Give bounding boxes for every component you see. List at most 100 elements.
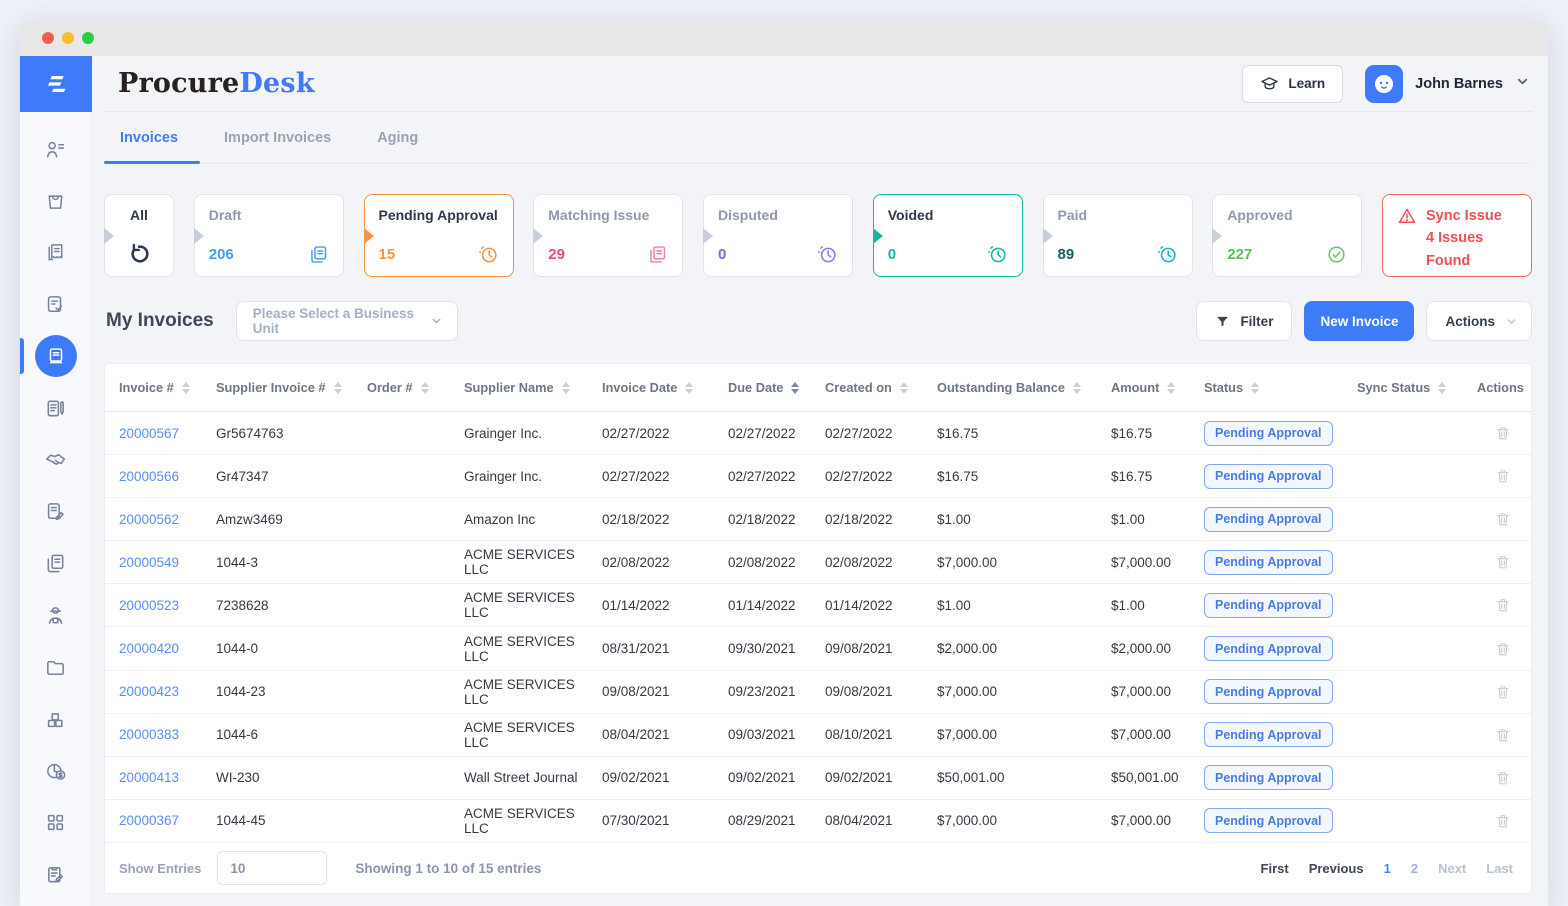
card-arrow-icon: [873, 228, 883, 244]
sidebar-item-users[interactable]: [20, 126, 92, 172]
sidebar-item-documents[interactable]: [20, 541, 92, 587]
column-header-supplier-name[interactable]: Supplier Name: [464, 380, 602, 395]
sidebar-item-receiving[interactable]: [20, 593, 92, 639]
new-invoice-button[interactable]: New Invoice: [1304, 301, 1414, 341]
warning-icon: [1397, 206, 1417, 226]
status-card-paid[interactable]: Paid89: [1043, 194, 1193, 277]
cell-supplier-name: ACME SERVICES LLC: [464, 806, 602, 836]
status-card-count: 0: [718, 246, 726, 263]
invoice-link[interactable]: 20000567: [119, 426, 179, 441]
page-1[interactable]: 1: [1384, 861, 1391, 876]
sidebar-item-approvals[interactable]: [20, 282, 92, 328]
cell-amount: $16.75: [1111, 426, 1204, 441]
sidebar-item-requisitions[interactable]: [20, 489, 92, 535]
column-header-due-date[interactable]: Due Date: [728, 380, 825, 395]
column-header-status[interactable]: Status: [1204, 380, 1357, 395]
learn-button[interactable]: Learn: [1242, 65, 1343, 103]
close-button[interactable]: [42, 32, 54, 44]
page-first[interactable]: First: [1261, 861, 1289, 876]
page-next[interactable]: Next: [1438, 861, 1466, 876]
invoice-link[interactable]: 20000367: [119, 813, 179, 828]
filter-button[interactable]: Filter: [1196, 301, 1292, 341]
delete-invoice-button[interactable]: [1491, 723, 1515, 747]
minimize-button[interactable]: [62, 32, 74, 44]
invoice-link[interactable]: 20000423: [119, 684, 179, 699]
invoice-link[interactable]: 20000420: [119, 641, 179, 656]
column-header-order[interactable]: Order #: [367, 380, 464, 395]
column-header-invoice-date[interactable]: Invoice Date: [602, 380, 728, 395]
status-card-pending-approval[interactable]: Pending Approval 15: [364, 194, 514, 277]
sidebar-item-receipts[interactable]: [20, 230, 92, 276]
cell-amount: $7,000.00: [1111, 684, 1204, 699]
delete-invoice-button[interactable]: [1491, 680, 1515, 704]
cell-created-on: 09/08/2021: [825, 684, 937, 699]
zoom-button[interactable]: [82, 32, 94, 44]
invoice-link[interactable]: 20000523: [119, 598, 179, 613]
cell-outstanding-balance: $7,000.00: [937, 684, 1111, 699]
sidebar: [20, 56, 92, 906]
delete-invoice-button[interactable]: [1491, 637, 1515, 661]
status-card-voided[interactable]: Voided0: [873, 194, 1023, 277]
show-entries-label: Show Entries: [119, 861, 201, 876]
sidebar-item-purchase-orders[interactable]: [20, 385, 92, 431]
tab-invoices[interactable]: Invoices: [120, 112, 178, 163]
sidebar-item-inventory[interactable]: [20, 696, 92, 742]
cell-created-on: 02/08/2022: [825, 555, 937, 570]
status-card-count: 15: [379, 246, 396, 263]
actions-button[interactable]: Actions: [1426, 301, 1532, 341]
delete-invoice-button[interactable]: [1491, 766, 1515, 790]
tab-import-invoices[interactable]: Import Invoices: [224, 112, 331, 163]
sidebar-item-files[interactable]: [20, 644, 92, 690]
column-label: Invoice Date: [602, 380, 677, 395]
column-header-supplier-invoice[interactable]: Supplier Invoice #: [216, 380, 367, 395]
delete-invoice-button[interactable]: [1491, 421, 1515, 445]
cell-created-on: 02/18/2022: [825, 512, 937, 527]
sidebar-item-invoices[interactable]: [20, 333, 92, 379]
delete-invoice-button[interactable]: [1491, 464, 1515, 488]
column-header-sync-status[interactable]: Sync Status: [1357, 380, 1477, 395]
sidebar-logo[interactable]: [20, 56, 92, 112]
delete-invoice-button[interactable]: [1491, 809, 1515, 833]
sidebar-item-catalog[interactable]: [20, 178, 92, 224]
cell-invoice-date: 02/27/2022: [602, 469, 728, 484]
column-header-invoice[interactable]: Invoice #: [119, 380, 216, 395]
status-card-label: Pending Approval: [379, 207, 499, 223]
tab-aging[interactable]: Aging: [377, 112, 418, 163]
cell-due-date: 02/18/2022: [728, 512, 825, 527]
sort-arrows-icon: [1251, 382, 1259, 394]
status-card-draft[interactable]: Draft206: [194, 194, 344, 277]
show-entries-input[interactable]: [217, 851, 327, 885]
invoice-link[interactable]: 20000413: [119, 770, 179, 785]
column-header-amount[interactable]: Amount: [1111, 380, 1204, 395]
delete-invoice-button[interactable]: [1491, 507, 1515, 531]
page-last[interactable]: Last: [1486, 861, 1513, 876]
user-menu[interactable]: John Barnes: [1365, 65, 1530, 103]
sidebar-item-suppliers[interactable]: [20, 437, 92, 483]
status-card-matching-issue[interactable]: Matching Issue29: [533, 194, 683, 277]
filter-label: Filter: [1240, 314, 1273, 329]
page-previous[interactable]: Previous: [1309, 861, 1364, 876]
sidebar-item-integrations[interactable]: [20, 800, 92, 846]
invoice-link[interactable]: 20000383: [119, 727, 179, 742]
sidebar-item-contracts[interactable]: [20, 852, 92, 898]
status-card-approved[interactable]: Approved227: [1212, 194, 1362, 277]
delete-invoice-button[interactable]: [1491, 593, 1515, 617]
business-unit-select[interactable]: Please Select a Business Unit: [236, 301, 458, 341]
sync-issue-card[interactable]: Sync Issue 4 Issues Found: [1382, 194, 1532, 277]
table-row: 20000566Gr47347Grainger Inc.02/27/202202…: [105, 455, 1531, 498]
status-card-all[interactable]: All: [104, 194, 174, 277]
delete-invoice-button[interactable]: [1491, 550, 1515, 574]
learn-label: Learn: [1288, 76, 1325, 91]
table-body: 20000567Gr5674763Grainger Inc.02/27/2022…: [105, 412, 1531, 843]
copy-pages-icon: [647, 244, 668, 265]
page-2[interactable]: 2: [1411, 861, 1418, 876]
column-header-outstanding-balance[interactable]: Outstanding Balance: [937, 380, 1111, 395]
column-header-created-on[interactable]: Created on: [825, 380, 937, 395]
cell-created-on: 08/04/2021: [825, 813, 937, 828]
status-card-disputed[interactable]: Disputed0: [703, 194, 853, 277]
sidebar-item-budgets[interactable]: [20, 748, 92, 794]
invoice-link[interactable]: 20000549: [119, 555, 179, 570]
invoice-link[interactable]: 20000566: [119, 469, 179, 484]
avatar: [1365, 65, 1403, 103]
invoice-link[interactable]: 20000562: [119, 512, 179, 527]
